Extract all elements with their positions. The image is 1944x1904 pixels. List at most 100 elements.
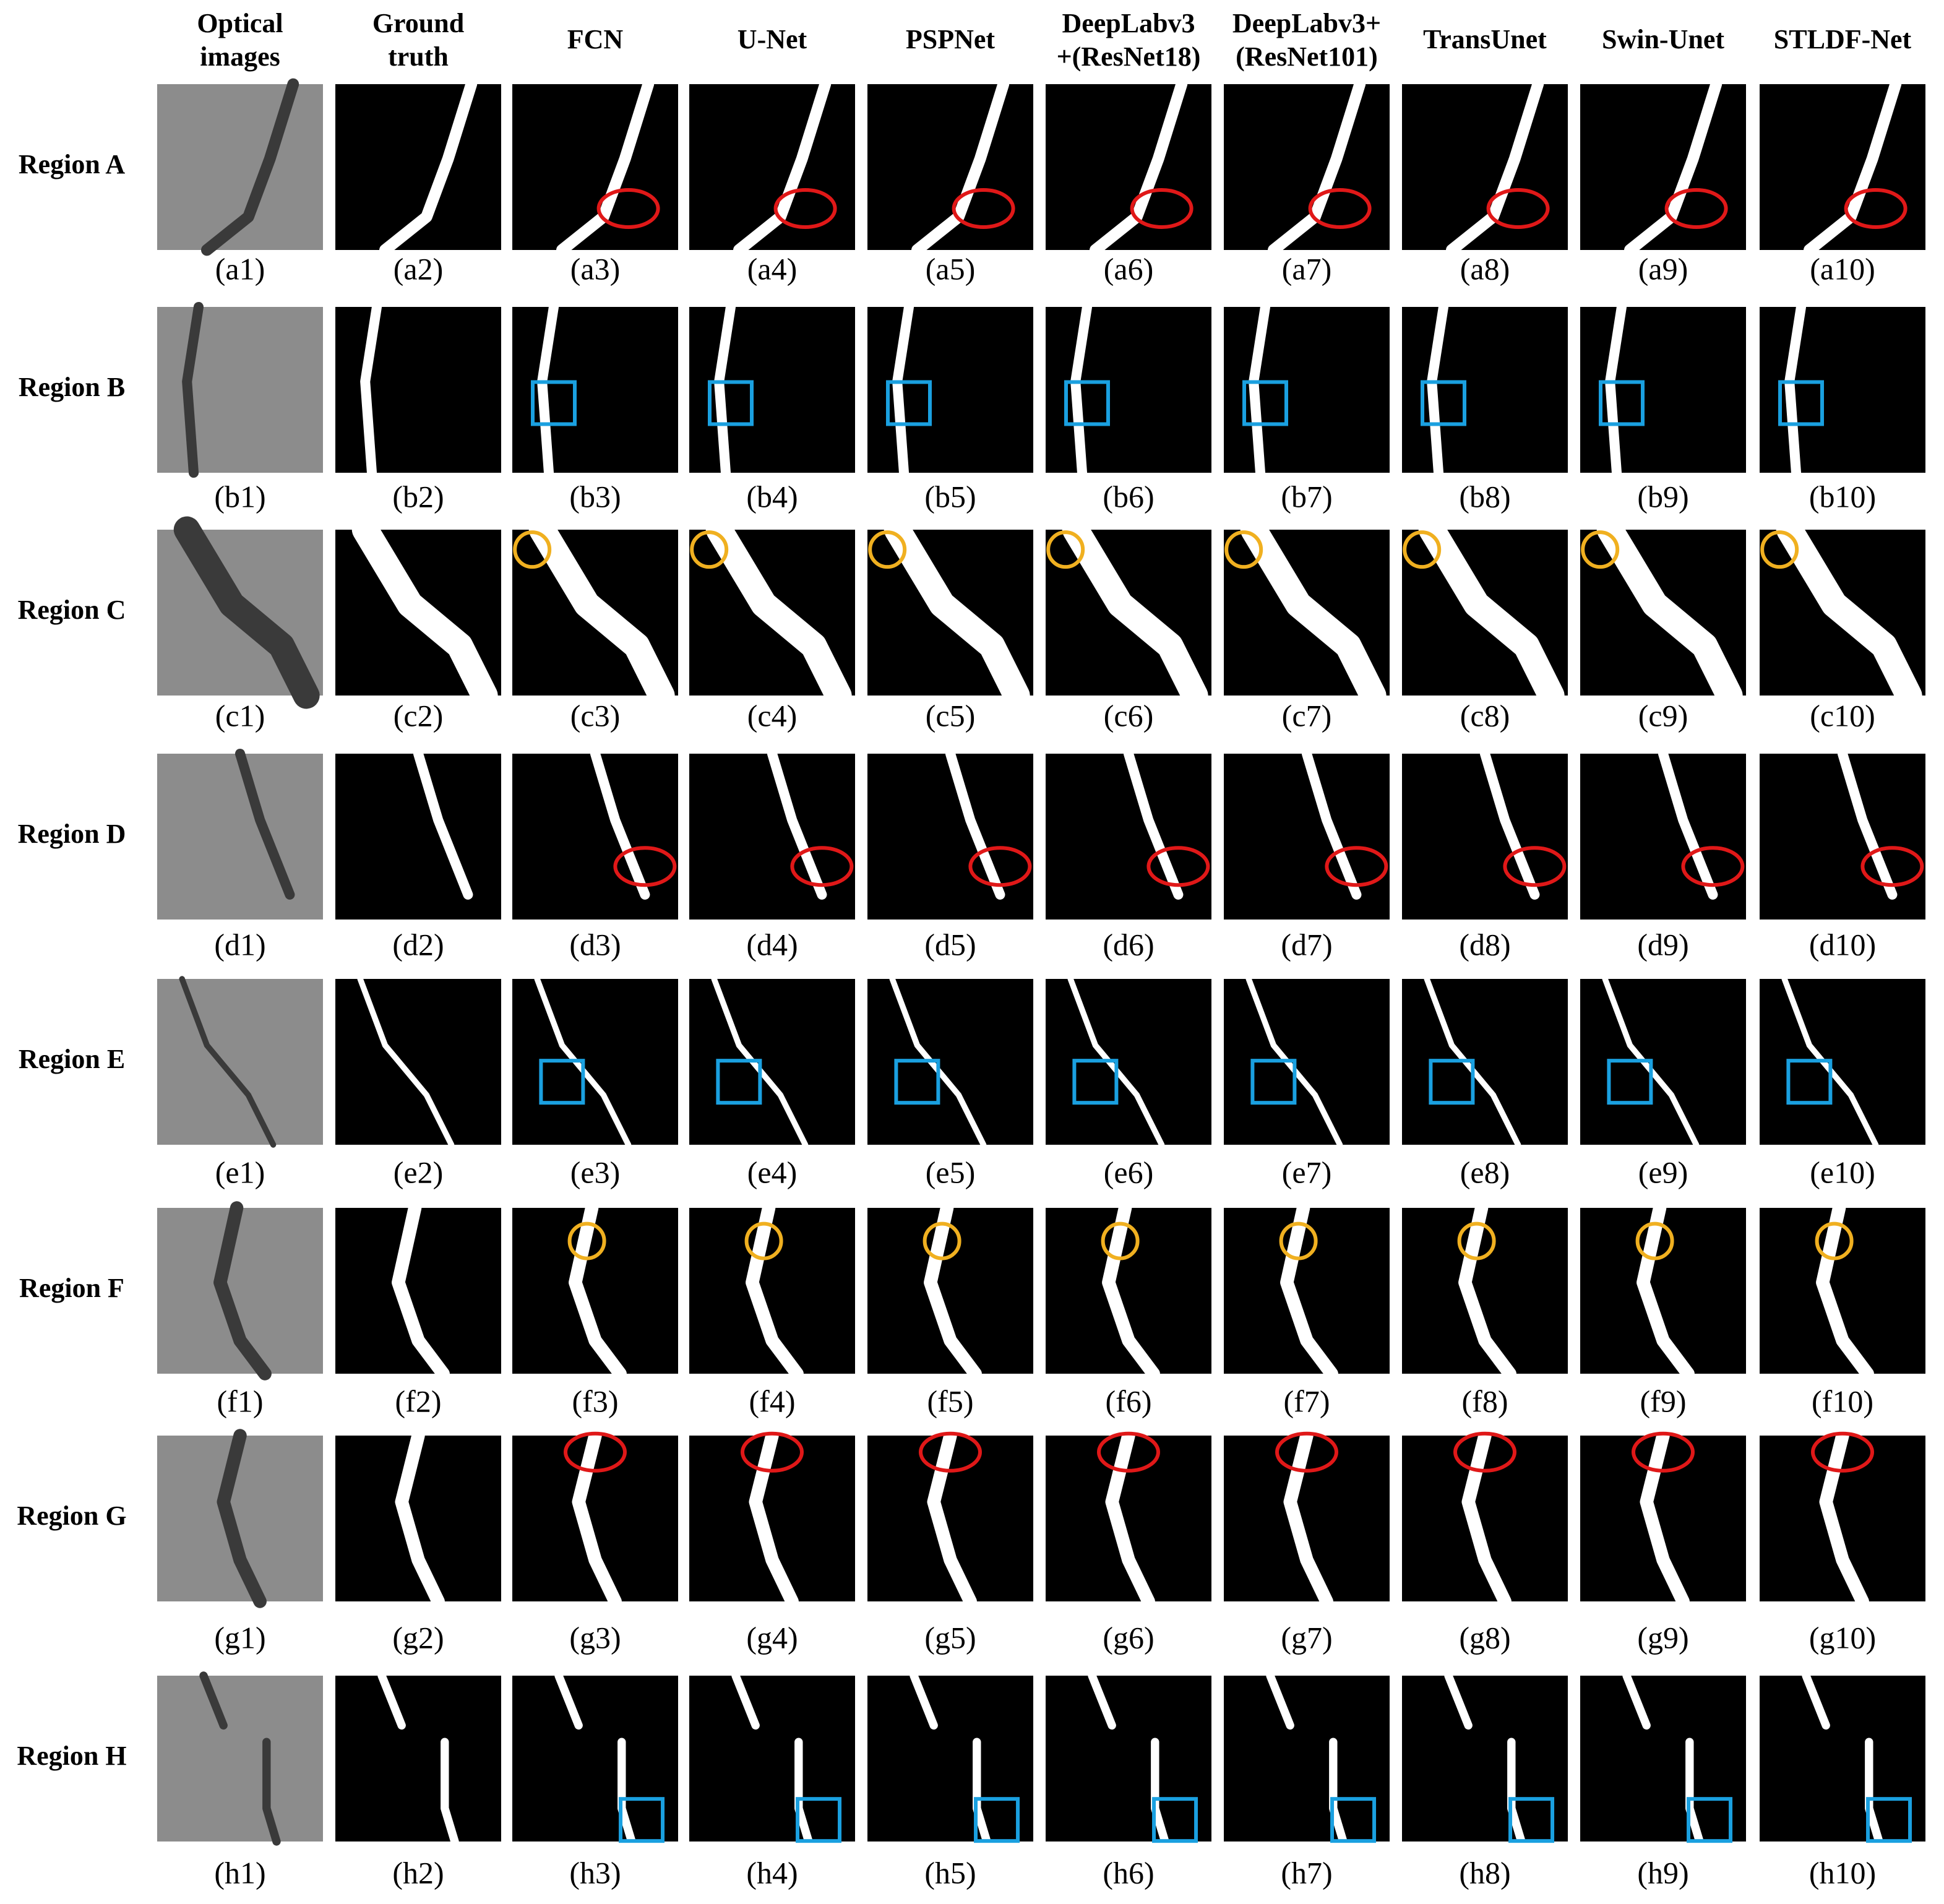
caption: (g3) <box>569 1620 621 1655</box>
river <box>1301 748 1362 900</box>
row-label: Region D <box>18 819 126 849</box>
segmentation-map <box>867 748 1033 920</box>
caption: (d6) <box>1103 927 1154 962</box>
caption: (a7) <box>1282 251 1332 286</box>
caption: (g8) <box>1459 1620 1510 1655</box>
highlight-ellipse <box>952 188 1015 229</box>
river <box>731 1671 760 1730</box>
caption: (g7) <box>1281 1620 1332 1655</box>
highlight-ellipse <box>1632 1431 1695 1473</box>
segmentation-map <box>1402 78 1568 256</box>
segmentation-map <box>1580 1201 1746 1381</box>
segmentation-map <box>512 1201 678 1381</box>
highlight-box <box>1429 1059 1475 1105</box>
segmentation-map <box>1760 748 1925 920</box>
caption: (h8) <box>1459 1855 1510 1890</box>
highlight-box <box>1687 1797 1733 1843</box>
highlight-circle <box>1635 1221 1674 1260</box>
caption: (g4) <box>746 1620 798 1655</box>
tile-background <box>1580 754 1746 920</box>
caption: (e10) <box>1810 1155 1875 1189</box>
optical-image <box>157 976 323 1148</box>
segmentation-map <box>1760 516 1925 709</box>
river <box>199 1671 228 1730</box>
river <box>569 1201 627 1381</box>
caption: (e3) <box>570 1155 621 1189</box>
highlight-ellipse <box>1811 1431 1874 1473</box>
highlight-box <box>619 1797 665 1843</box>
segmentation-map <box>1580 301 1746 478</box>
highlight-box <box>708 380 754 426</box>
segmentation-map <box>1402 516 1568 709</box>
tile-background <box>157 1676 323 1842</box>
river <box>360 301 382 478</box>
segmentation-map <box>1046 516 1211 709</box>
river <box>1418 516 1565 709</box>
segmentation-map <box>1760 1671 1925 1846</box>
tile-background <box>157 754 323 920</box>
caption: (c1) <box>215 698 265 733</box>
river <box>441 1738 459 1846</box>
river <box>1062 516 1208 709</box>
river <box>1123 748 1184 900</box>
highlight-ellipse <box>1681 846 1745 887</box>
river <box>182 301 204 478</box>
highlight-ellipse <box>1275 1431 1338 1473</box>
caption: (g5) <box>924 1620 976 1655</box>
river <box>911 78 1010 256</box>
tile-background <box>867 307 1033 473</box>
highlight-ellipse <box>1097 1431 1160 1473</box>
highlight-ellipse <box>968 846 1032 887</box>
river <box>1596 516 1743 709</box>
tile-background <box>512 754 678 920</box>
segmentation-map <box>512 748 678 920</box>
caption: (g9) <box>1637 1620 1688 1655</box>
segmentation-map <box>867 516 1033 709</box>
river <box>1624 78 1723 256</box>
tile-background <box>867 1676 1033 1842</box>
tile-background <box>157 979 323 1145</box>
highlight-circle <box>1101 1221 1140 1260</box>
caption: (c5) <box>926 698 976 733</box>
highlight-ellipse <box>596 188 660 229</box>
segmentation-map <box>1402 301 1568 478</box>
river <box>746 1201 804 1381</box>
highlight-box <box>974 1797 1020 1843</box>
caption: (a3) <box>570 251 621 286</box>
segmentation-map <box>1046 78 1211 256</box>
row-label: Region C <box>18 595 126 625</box>
caption: (d3) <box>569 927 621 962</box>
segmentation-map <box>335 1671 501 1846</box>
caption: (b9) <box>1637 479 1688 514</box>
highlight-circle <box>1457 1221 1496 1260</box>
river <box>377 1671 406 1730</box>
river <box>179 976 277 1148</box>
segmentation-map <box>512 976 678 1148</box>
caption: (c2) <box>394 698 444 733</box>
caption: (e6) <box>1104 1155 1154 1189</box>
river <box>351 516 498 709</box>
caption: (e1) <box>215 1155 265 1189</box>
tile-background <box>157 307 323 473</box>
segmentation-map <box>867 1671 1033 1846</box>
highlight-ellipse <box>1664 188 1728 229</box>
segmentation-map <box>1402 1671 1568 1846</box>
segmentation-map <box>1224 1429 1390 1608</box>
segmentation-map <box>1760 976 1925 1148</box>
tile-background <box>1580 1676 1746 1842</box>
caption: (f2) <box>395 1384 442 1418</box>
caption: (a10) <box>1810 251 1875 286</box>
river <box>173 516 320 709</box>
highlight-box <box>531 380 577 426</box>
caption: (h9) <box>1637 1855 1688 1890</box>
caption: (c7) <box>1282 698 1332 733</box>
river <box>413 748 473 900</box>
highlight-circle <box>744 1221 783 1260</box>
caption: (b5) <box>924 479 976 514</box>
highlight-circle <box>690 530 729 569</box>
tile-background <box>867 979 1033 1145</box>
highlight-ellipse <box>741 1431 804 1473</box>
river <box>234 748 295 900</box>
column-header: DeepLabv3+ <box>1232 8 1381 38</box>
river <box>1240 516 1387 709</box>
